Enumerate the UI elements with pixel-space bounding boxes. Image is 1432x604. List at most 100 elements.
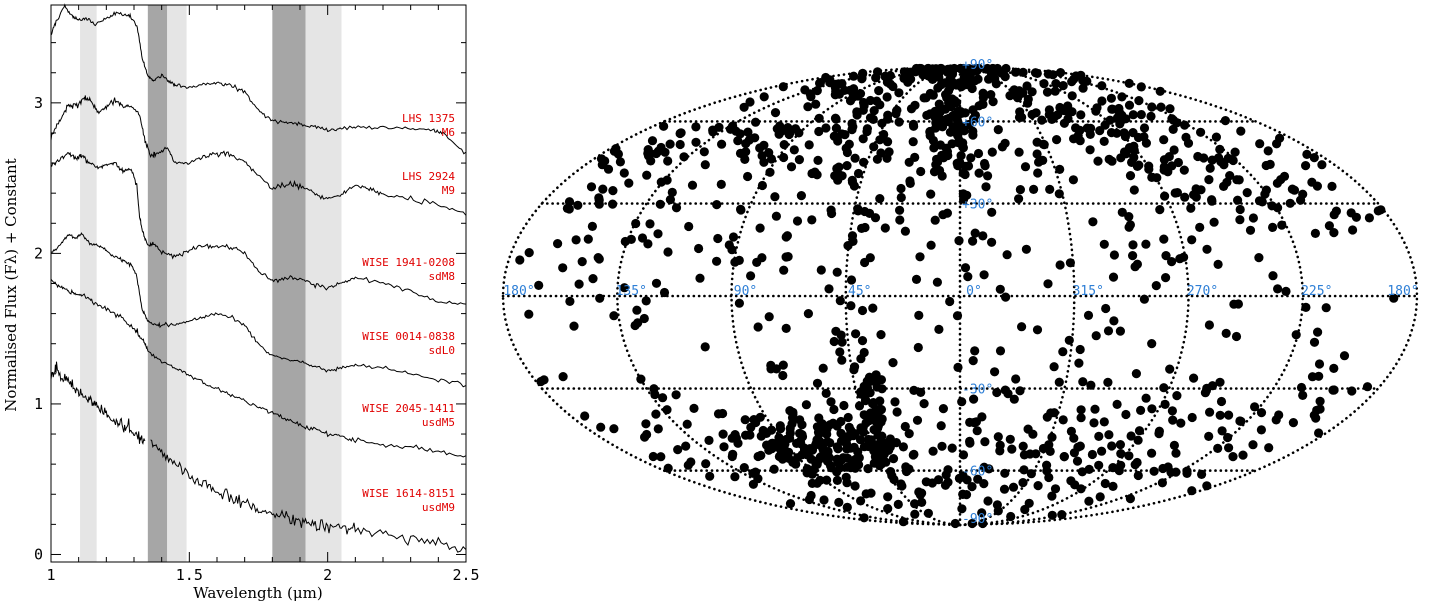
sky-point (883, 137, 893, 147)
sky-point (1147, 339, 1157, 349)
sky-point (1023, 98, 1033, 108)
sky-point (765, 167, 775, 177)
sky-point (785, 406, 795, 416)
sky-point (963, 272, 973, 282)
sky-point (603, 164, 614, 174)
sky-point (1187, 235, 1197, 245)
sky-point (1180, 192, 1190, 202)
sky-point (1257, 197, 1267, 207)
sky-point (860, 206, 870, 217)
sky-point (779, 265, 789, 275)
sky-point (849, 365, 859, 375)
spectrum-line-4 (50, 278, 467, 458)
sky-point (853, 206, 863, 216)
sky-point (725, 124, 736, 134)
sky-point (1248, 440, 1258, 450)
sky-point (1066, 426, 1076, 436)
sky-point (1159, 162, 1169, 172)
sky-point (1273, 284, 1283, 294)
sky-point (1362, 382, 1373, 392)
sky-point (1207, 381, 1218, 391)
sky-point (1263, 146, 1273, 156)
sky-point (1298, 189, 1308, 199)
sky-point (842, 502, 852, 512)
sky-point (967, 482, 977, 492)
sky-point (1232, 175, 1242, 185)
sky-point (1159, 383, 1169, 393)
sky-point (643, 145, 653, 155)
sky-point (1204, 431, 1214, 441)
sky-point (779, 140, 789, 150)
sky-point (1038, 443, 1048, 454)
sky-point (921, 93, 931, 103)
sky-point (675, 139, 685, 150)
sky-point (734, 298, 745, 308)
sky-point (1003, 389, 1013, 399)
sky-point (876, 375, 887, 385)
sky-point (1030, 68, 1041, 78)
sky-point (1019, 450, 1029, 460)
sky-point (1229, 299, 1239, 309)
sky-point (1202, 244, 1212, 254)
sky-point (1093, 156, 1103, 166)
sky-point (712, 256, 722, 266)
sky-point (1125, 171, 1136, 181)
sky-point (659, 121, 669, 131)
sky-point (807, 215, 817, 225)
sky-point (945, 74, 955, 84)
sky-point (967, 518, 977, 529)
sky-point (686, 457, 696, 467)
sky-point (1327, 181, 1337, 191)
sky-point (641, 296, 651, 306)
sky-point (1010, 90, 1020, 100)
sky-point (1179, 165, 1189, 175)
sky-point (1051, 79, 1061, 89)
sky-point (865, 95, 876, 106)
sky-point (785, 423, 795, 434)
sky-point (704, 435, 714, 445)
sky-point (594, 193, 604, 203)
sky-point (615, 157, 626, 167)
sky-point (708, 125, 718, 135)
sky-point (663, 156, 673, 166)
sky-point (1115, 326, 1125, 336)
longitude-label: 180° (1387, 284, 1418, 299)
sky-point (663, 463, 673, 473)
spectral-type-label: M6 (442, 126, 455, 139)
sky-point (1046, 408, 1056, 418)
sky-point (832, 421, 842, 431)
sky-point (712, 200, 722, 210)
sky-point (671, 390, 681, 400)
sky-point (743, 171, 753, 182)
sky-point (1050, 484, 1061, 494)
y-axis-title: Normalised Flux (Fλ) + Constant (2, 158, 20, 411)
sky-point (608, 186, 618, 196)
sky-point (859, 157, 869, 167)
sky-point (1104, 430, 1114, 440)
sky-point (905, 67, 915, 77)
sky-point (1114, 107, 1124, 117)
sky-point (1347, 386, 1357, 396)
sky-point (966, 153, 976, 163)
sky-point (772, 124, 782, 134)
sky-point (1064, 106, 1074, 116)
sky-point (1217, 426, 1227, 436)
sky-point (928, 446, 938, 456)
x-axis-title: Wavelength (μm) (193, 584, 322, 602)
sky-point (842, 478, 852, 488)
spectrum-line-1 (50, 95, 467, 216)
latitude-label: -90° (962, 512, 993, 527)
sky-point (1054, 377, 1064, 387)
sky-point (659, 287, 670, 298)
sky-point (1373, 206, 1383, 216)
sky-point (898, 517, 909, 527)
sky-point (1167, 114, 1177, 124)
sky-point (1221, 328, 1231, 338)
sky-point (972, 64, 982, 74)
spectral-type-label: usdM5 (422, 416, 455, 429)
sky-point (1136, 405, 1146, 415)
sky-point (816, 265, 826, 275)
sky-point (832, 267, 842, 277)
sky-point (1055, 102, 1065, 113)
spectrum-name-label: LHS 1375 (402, 112, 455, 125)
